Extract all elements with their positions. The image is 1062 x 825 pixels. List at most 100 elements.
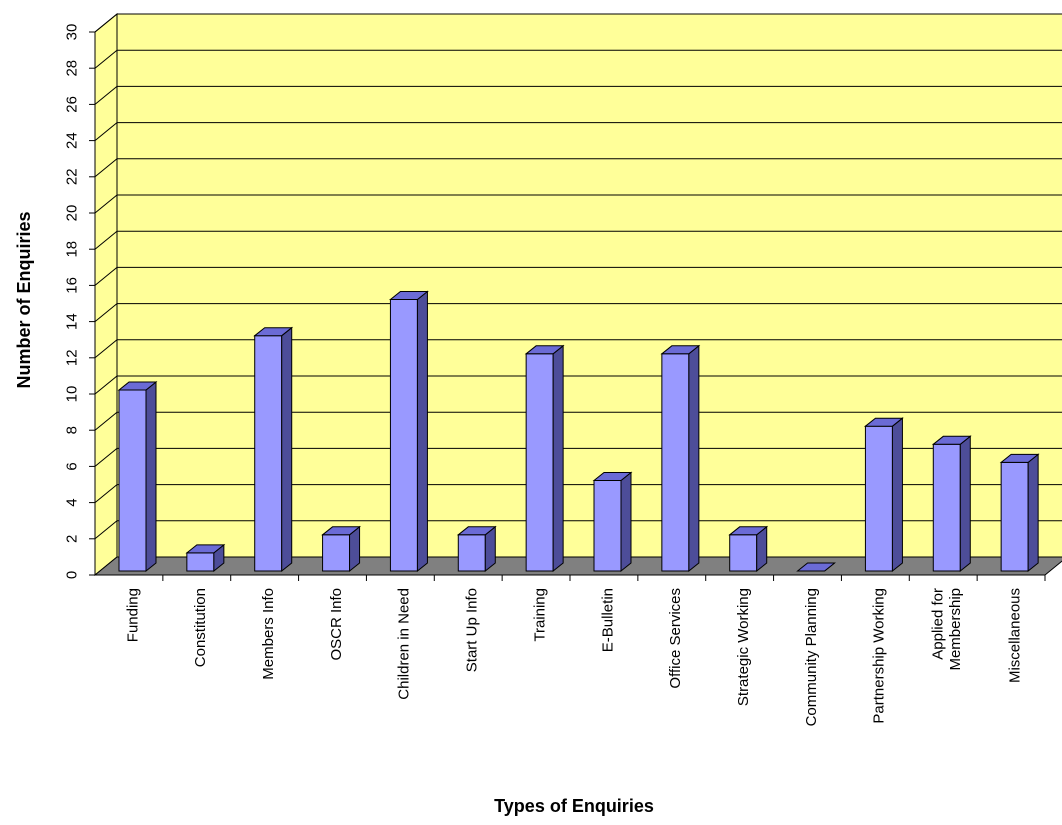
y-tick-label: 0 xyxy=(64,571,81,579)
bar-front xyxy=(525,353,554,572)
y-tick-label: 10 xyxy=(64,386,81,403)
x-category-label: Strategic Working xyxy=(735,588,752,706)
gridline-side xyxy=(94,484,118,503)
bar-front xyxy=(118,389,147,572)
x-category-label: Start Up Info xyxy=(464,588,481,672)
y-tick-label: 8 xyxy=(64,426,81,434)
x-category-label-line: Constitution xyxy=(192,588,209,667)
x-category-label: Office Services xyxy=(667,588,684,689)
bar xyxy=(931,435,972,573)
gridline-side xyxy=(94,194,118,214)
chart-back-wall xyxy=(93,12,1062,577)
bar xyxy=(185,543,226,573)
bar-side xyxy=(959,435,971,573)
bar-side xyxy=(1027,453,1039,573)
gridline-side xyxy=(94,339,118,359)
bar xyxy=(117,380,158,573)
bar xyxy=(321,525,361,573)
x-category-label: Constitution xyxy=(192,588,209,667)
y-tick-label: 16 xyxy=(64,277,81,294)
x-category-label: Applied forMembership xyxy=(930,588,964,671)
y-tick-label: 18 xyxy=(64,241,81,258)
x-category-label: Funding xyxy=(124,588,141,642)
y-tick-label: 26 xyxy=(64,96,81,113)
y-tick-label: 2 xyxy=(64,535,81,543)
y-tick-label: 24 xyxy=(64,132,81,149)
bar xyxy=(253,326,294,573)
bar-front xyxy=(729,534,758,572)
bar-top xyxy=(321,526,361,536)
x-category-label-line: Strategic Working xyxy=(735,588,752,706)
bar-top xyxy=(999,453,1040,463)
bar-front xyxy=(254,335,283,572)
bar-side xyxy=(281,326,293,573)
bar xyxy=(796,562,836,572)
bar-front xyxy=(389,299,418,572)
x-category-label: OSCR Info xyxy=(328,588,345,661)
x-category-label: Members Info xyxy=(260,588,277,680)
bar-front xyxy=(322,534,351,572)
bars xyxy=(117,290,1040,573)
gridline-side xyxy=(94,158,118,178)
y-tick-label: 14 xyxy=(64,313,81,330)
gridline-side xyxy=(94,375,118,395)
y-tick-label: 30 xyxy=(64,24,81,41)
gridline-side xyxy=(94,122,118,141)
bar xyxy=(728,525,769,573)
y-tick-label: 4 xyxy=(64,498,81,506)
bar-side xyxy=(416,290,428,573)
bar-front xyxy=(864,425,893,572)
bar xyxy=(864,417,904,573)
bar-top xyxy=(931,435,972,445)
gridline-side xyxy=(94,520,118,540)
x-category-label: Community Planning xyxy=(803,588,820,726)
x-category-label-line: Membership xyxy=(947,588,964,671)
bar-side xyxy=(620,471,632,573)
x-category-label: Partnership Working xyxy=(871,588,888,724)
bar-side xyxy=(688,344,700,573)
gridline-side xyxy=(94,411,118,431)
x-category-label-line: Start Up Info xyxy=(464,588,481,672)
bar-side xyxy=(891,417,903,573)
bar-top xyxy=(389,291,429,300)
gridline-side xyxy=(94,448,118,467)
bar-top xyxy=(456,526,497,536)
bar-top xyxy=(253,327,294,337)
bar-top xyxy=(524,345,565,355)
gridline-side xyxy=(94,303,118,322)
bar-front xyxy=(186,552,215,572)
bar-front xyxy=(1000,461,1029,572)
bar-top xyxy=(796,562,836,572)
bar xyxy=(456,525,497,573)
bar-front xyxy=(932,443,961,572)
gridline-side xyxy=(94,49,118,69)
y-tick-label: 6 xyxy=(64,462,81,470)
x-category-label: Training xyxy=(531,588,548,642)
bar xyxy=(524,344,565,573)
bar xyxy=(389,290,429,573)
bar xyxy=(999,453,1040,573)
gridline-side xyxy=(94,230,118,250)
side-wall xyxy=(94,12,118,577)
bar xyxy=(592,471,633,573)
x-category-labels: Funding Constitution Members Info OSCR Info… xyxy=(124,588,1023,726)
bar-top xyxy=(592,472,633,481)
bar-top xyxy=(864,417,904,427)
y-tick-label: 28 xyxy=(64,60,81,77)
x-category-label-line: OSCR Info xyxy=(328,588,345,661)
bar-front xyxy=(457,534,486,572)
x-category-label-line: E-Bulletin xyxy=(599,588,616,652)
y-tick-label: 12 xyxy=(64,349,81,366)
x-category-label: Children in Need xyxy=(396,588,413,700)
bar-top xyxy=(728,526,769,536)
x-category-label-line: Applied for xyxy=(930,588,947,660)
x-category-label-line: Training xyxy=(531,588,548,642)
x-axis-title: Types of Enquiries xyxy=(494,796,654,816)
x-category-label-line: Miscellaneous xyxy=(1006,588,1023,683)
x-category-label-line: Office Services xyxy=(667,588,684,689)
y-axis-title: Number of Enquiries xyxy=(14,211,34,388)
floor xyxy=(93,556,1062,576)
x-category-label-line: Children in Need xyxy=(396,588,413,700)
bar-top xyxy=(117,381,158,391)
